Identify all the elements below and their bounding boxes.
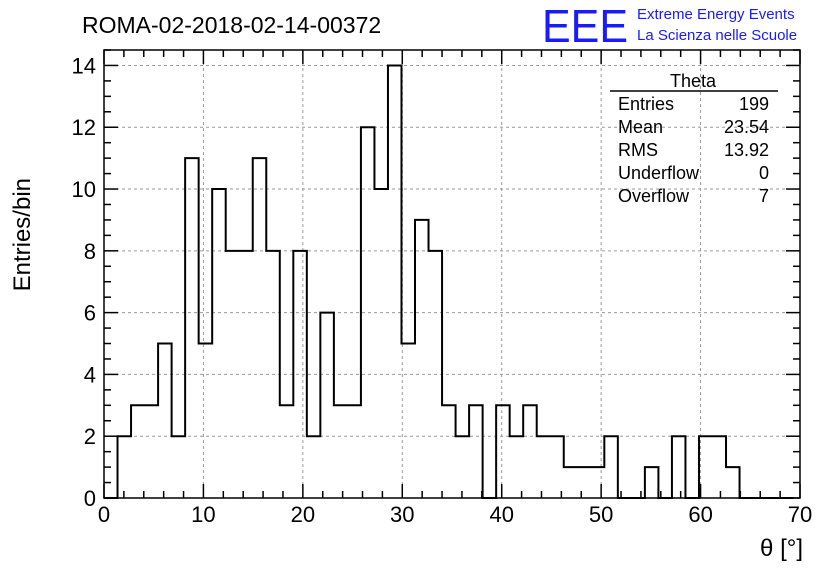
- histogram-bin: [713, 436, 727, 498]
- x-tick-label: 70: [788, 502, 812, 527]
- y-tick-label: 14: [72, 53, 96, 78]
- x-tick-label: 40: [489, 502, 513, 527]
- histogram-bin: [523, 405, 537, 498]
- stats-value: 23.54: [724, 117, 769, 137]
- y-tick-label: 8: [84, 239, 96, 264]
- histogram-bin: [172, 436, 186, 498]
- histogram-bin: [253, 158, 267, 498]
- stats-value: 13.92: [724, 140, 769, 160]
- stats-label: Underflow: [618, 163, 700, 183]
- histogram-bin: [374, 189, 388, 498]
- stats-value: 7: [759, 186, 769, 206]
- x-tick-label: 50: [589, 502, 613, 527]
- histogram-bin: [334, 405, 348, 498]
- plot-frame: [103, 49, 801, 499]
- histogram-bin: [131, 405, 145, 498]
- histogram-bin: [158, 344, 172, 498]
- histogram-bin: [469, 405, 483, 498]
- x-tick-label: 10: [191, 502, 215, 527]
- histogram-bin: [726, 467, 740, 498]
- stats-label: Mean: [618, 117, 663, 137]
- y-tick-label: 12: [72, 115, 96, 140]
- histogram-outline: [104, 64, 794, 499]
- y-axis-label: Entries/bin: [9, 178, 36, 291]
- x-axis-label: θ [°]: [760, 535, 803, 562]
- histogram-bin: [118, 436, 132, 498]
- histogram-bin: [185, 158, 199, 498]
- eee-logo-line1: Extreme Energy Events: [637, 6, 795, 23]
- histogram-bin: [212, 189, 226, 498]
- eee-logo: EEE Extreme Energy Events La Scienza nel…: [542, 0, 797, 52]
- y-tick-label: 2: [84, 424, 96, 449]
- run-title: ROMA-02-2018-02-14-00372: [82, 12, 381, 38]
- histogram-bin: [320, 313, 334, 498]
- histogram-bin: [280, 405, 294, 498]
- y-tick-label: 6: [84, 301, 96, 326]
- histogram-bin: [510, 436, 524, 498]
- stats-value: 199: [739, 94, 769, 114]
- histogram-bin: [199, 344, 213, 498]
- histogram-bin: [591, 467, 605, 498]
- eee-logo-line2: La Scienza nelle Scuole: [637, 27, 797, 44]
- histogram-bin: [537, 436, 551, 498]
- histogram-bin: [604, 436, 618, 498]
- histogram-bin: [388, 65, 402, 498]
- x-tick-label: 0: [98, 502, 110, 527]
- y-tick-label: 0: [84, 486, 96, 511]
- y-tick-label: 4: [84, 362, 96, 387]
- histogram-bin: [577, 467, 591, 498]
- histogram-bin: [564, 467, 578, 498]
- y-tick-label: 10: [72, 177, 96, 202]
- stats-title: Theta: [670, 71, 717, 91]
- histogram-bin: [456, 436, 470, 498]
- histogram-bin: [442, 405, 456, 498]
- histogram-bin: [415, 220, 429, 498]
- grid-lines: [104, 50, 800, 498]
- stats-label: Overflow: [618, 186, 690, 206]
- stats-label: Entries: [618, 94, 674, 114]
- histogram-bin: [307, 436, 321, 498]
- histogram-bin: [645, 467, 659, 498]
- histogram-bin: [550, 436, 564, 498]
- histogram-bin: [401, 344, 415, 498]
- stats-label: RMS: [618, 140, 658, 160]
- stats-box: Theta Entries 199 Mean 23.54 RMS 13.92 Underfl…: [610, 71, 778, 206]
- stats-value: 0: [759, 163, 769, 183]
- histogram-bin: [347, 405, 361, 498]
- x-tick-label: 60: [688, 502, 712, 527]
- histogram-bin: [145, 405, 159, 498]
- axis-ticks: [103, 49, 801, 499]
- eee-logo-mark: EEE: [542, 0, 628, 52]
- x-tick-label: 20: [291, 502, 315, 527]
- histogram-bin: [672, 436, 686, 498]
- histogram-bin: [496, 405, 510, 498]
- x-tick-label: 30: [390, 502, 414, 527]
- stats-rows: Entries 199 Mean 23.54 RMS 13.92 Underflow 0 Ove…: [618, 94, 769, 206]
